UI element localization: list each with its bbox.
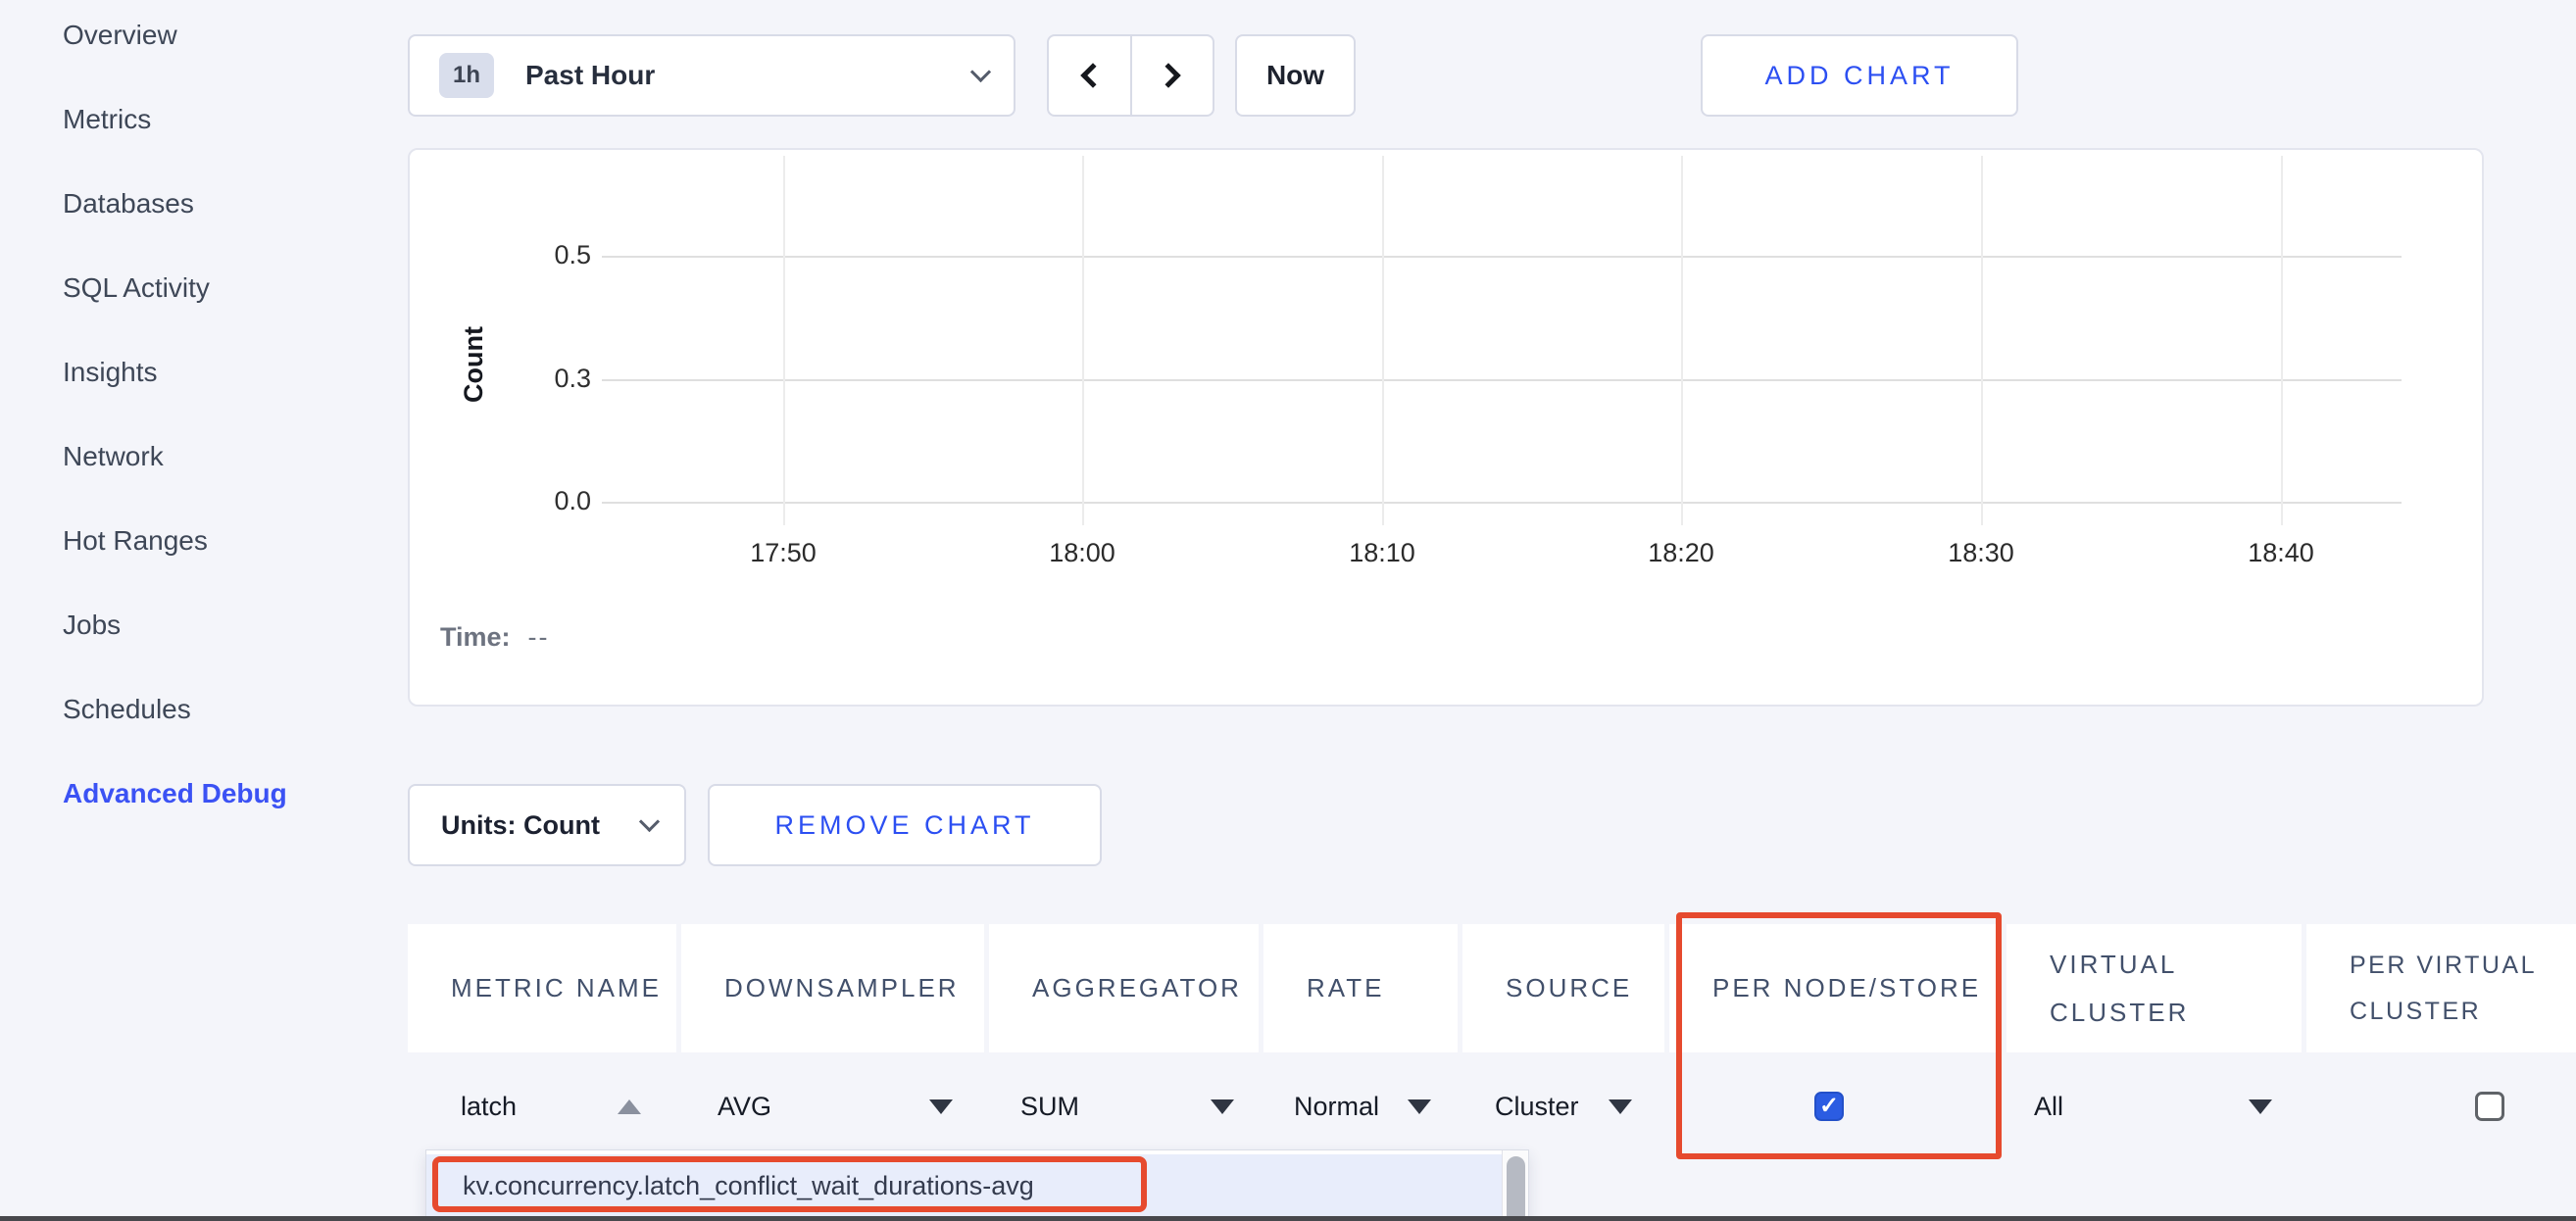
column-header-per-node-store: PER NODE/STORE	[1669, 924, 2002, 1052]
chart-plot-area[interactable]	[602, 156, 2402, 525]
sidebar-item-hot-ranges[interactable]: Hot Ranges	[63, 525, 208, 556]
chart-y-axis-label: Count	[459, 326, 488, 403]
chevron-down-icon	[638, 810, 661, 832]
gridline	[602, 379, 2402, 381]
x-tick-label: 18:00	[1049, 538, 1115, 567]
virtual-cluster-select[interactable]: All	[2034, 1063, 2272, 1149]
y-tick-label: 0.0	[554, 486, 591, 515]
next-time-window-button[interactable]	[1130, 34, 1214, 117]
x-tick-label: 18:30	[1948, 538, 2014, 567]
units-dropdown-label: Units: Count	[441, 809, 600, 840]
check-icon: ✓	[1818, 1093, 1840, 1119]
column-header-downsampler: DOWNSAMPLER	[681, 924, 984, 1052]
sidebar-item-schedules[interactable]: Schedules	[63, 694, 191, 724]
dropdown-arrow-icon	[1609, 1099, 1632, 1114]
y-tick-label: 0.3	[554, 364, 591, 393]
per-node-store-cell: ✓	[1813, 1063, 1845, 1149]
sidebar-item-jobs[interactable]: Jobs	[63, 610, 122, 640]
now-button[interactable]: Now	[1235, 34, 1356, 117]
per-node-store-checkbox[interactable]: ✓	[1814, 1092, 1844, 1121]
gridline	[1981, 156, 1983, 525]
gridline	[602, 502, 2402, 504]
chart-hover-time-readout: Time: --	[440, 622, 550, 653]
sidebar-item-metrics[interactable]: Metrics	[63, 104, 152, 134]
metric-suggestion-item[interactable]: kv.concurrency.latch_conflict_wait_durat…	[426, 1154, 1503, 1217]
time-readout-label: Time:	[440, 622, 511, 652]
dropdown-scrollbar	[1502, 1150, 1528, 1221]
gridline	[1681, 156, 1683, 525]
sidebar-nav: Overview Metrics Databases SQL Activity …	[63, 20, 386, 862]
sidebar-item-insights[interactable]: Insights	[63, 357, 158, 387]
gridline	[1382, 156, 1384, 525]
prev-time-window-button[interactable]	[1047, 34, 1131, 117]
time-range-dropdown[interactable]: 1h Past Hour	[408, 34, 1016, 117]
y-tick-label: 0.5	[554, 240, 591, 269]
remove-chart-button[interactable]: REMOVE CHART	[708, 784, 1102, 866]
chevron-left-icon	[1080, 63, 1106, 88]
column-header-metric-name: METRIC NAME	[408, 924, 676, 1052]
sidebar-item-databases[interactable]: Databases	[63, 188, 194, 219]
metric-name-cell	[461, 1063, 676, 1149]
column-header-aggregator: AGGREGATOR	[989, 924, 1259, 1052]
column-header-per-virtual-cluster: PER VIRTUAL CLUSTER	[2306, 924, 2576, 1052]
units-dropdown[interactable]: Units: Count	[408, 784, 686, 866]
time-range-badge: 1h	[439, 53, 494, 98]
column-header-virtual-cluster: VIRTUAL CLUSTER	[2006, 924, 2302, 1052]
add-chart-button[interactable]: ADD CHART	[1701, 34, 2018, 117]
x-tick-label: 17:50	[750, 538, 817, 567]
dropdown-arrow-icon	[1211, 1099, 1234, 1114]
dropdown-arrow-icon	[1408, 1099, 1431, 1114]
dropdown-scrollbar-thumb[interactable]	[1507, 1156, 1525, 1221]
gridline	[783, 156, 785, 525]
per-virtual-cluster-cell	[2474, 1063, 2505, 1149]
time-range-label: Past Hour	[525, 60, 656, 90]
rate-select[interactable]: Normal	[1294, 1063, 1431, 1149]
time-readout-value: --	[527, 622, 550, 652]
metric-suggestion-dropdown: kv.concurrency.latch_conflict_wait_durat…	[425, 1149, 1529, 1221]
dropdown-arrow-icon	[2249, 1099, 2272, 1114]
x-tick-label: 18:10	[1349, 538, 1415, 567]
source-select[interactable]: Cluster	[1495, 1063, 1632, 1149]
aggregator-select[interactable]: SUM	[1020, 1063, 1234, 1149]
chevron-down-icon	[969, 61, 992, 82]
gridline	[602, 256, 2402, 258]
screen-bottom-edge	[0, 1216, 2576, 1221]
gridline	[2281, 156, 2283, 525]
metric-name-input[interactable]	[461, 1091, 598, 1122]
sidebar-item-sql-activity[interactable]: SQL Activity	[63, 272, 210, 303]
sidebar-item-overview[interactable]: Overview	[63, 20, 177, 50]
per-virtual-cluster-checkbox[interactable]	[2475, 1092, 2504, 1121]
time-window-pager	[1047, 34, 1214, 117]
x-tick-label: 18:20	[1648, 538, 1714, 567]
gridline	[1082, 156, 1084, 525]
column-header-rate: RATE	[1263, 924, 1458, 1052]
downsampler-select[interactable]: AVG	[718, 1063, 953, 1149]
x-tick-label: 18:40	[2248, 538, 2314, 567]
collapse-arrow-icon[interactable]	[618, 1099, 641, 1114]
sidebar-item-network[interactable]: Network	[63, 441, 164, 471]
sidebar-item-advanced-debug[interactable]: Advanced Debug	[63, 778, 287, 808]
dropdown-arrow-icon	[929, 1099, 953, 1114]
chevron-right-icon	[1156, 63, 1181, 88]
custom-chart-card: Count 0.5 0.3 0.0 17:50 18:00 18:10 18:2…	[408, 148, 2484, 707]
column-header-source: SOURCE	[1462, 924, 1664, 1052]
